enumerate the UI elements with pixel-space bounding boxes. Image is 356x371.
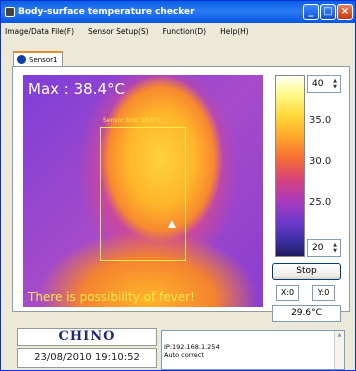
sensor-status-icon: [17, 55, 26, 64]
menu-image-data-file[interactable]: Image/Data File(F): [5, 27, 75, 36]
y-coordinate: Y:0: [312, 285, 335, 301]
close-button[interactable]: ×: [337, 4, 353, 20]
window-title: Body-surface temperature checker: [18, 7, 195, 17]
scale-tick: 30.0: [309, 156, 332, 167]
fever-warning: There is possibility of fever!: [28, 290, 195, 304]
spot-temperature: 29.6°C: [272, 305, 341, 322]
down-arrow-icon[interactable]: ▼: [333, 84, 337, 90]
sensor-tabs: Sensor1: [13, 51, 64, 66]
title-bar[interactable]: Body-surface temperature checker _ □ ×: [1, 1, 355, 23]
scroll-up-icon[interactable]: ▲: [337, 332, 342, 338]
log-line: Auto correct: [164, 351, 204, 359]
window-controls: _ □ ×: [303, 4, 353, 20]
x-coordinate: X:0: [276, 285, 299, 301]
status-log[interactable]: IP:192.168.1.254 Auto correct ▲: [161, 330, 345, 370]
datetime-display: 23/08/2010 19:10:52: [17, 348, 157, 368]
maximize-button[interactable]: □: [320, 4, 336, 20]
menu-help[interactable]: Help(H): [220, 27, 249, 36]
thermal-heatmap: [23, 75, 263, 307]
scale-lower-value: 20: [312, 243, 324, 253]
brand-logo: CHINO: [17, 328, 157, 346]
scale-lower-spinner[interactable]: 20 ▲ ▼: [307, 239, 341, 257]
spinner-arrows[interactable]: ▲ ▼: [330, 240, 340, 256]
up-arrow-icon[interactable]: ▲: [333, 242, 337, 248]
spinner-arrows[interactable]: ▲ ▼: [330, 76, 340, 92]
color-scale-bar: [275, 75, 305, 257]
up-arrow-icon[interactable]: ▲: [333, 78, 337, 84]
tab-sensor1[interactable]: Sensor1: [13, 51, 64, 66]
app-icon: [5, 7, 15, 17]
thermal-image[interactable]: Max : 38.4°C Sensor limit 30.0°C There i…: [23, 75, 263, 307]
scale-tick: 25.0: [309, 197, 332, 208]
menu-function[interactable]: Function(D): [162, 27, 207, 36]
stop-button[interactable]: Stop: [272, 263, 341, 280]
down-arrow-icon[interactable]: ▼: [333, 248, 337, 254]
max-temperature-label: Max : 38.4°C: [28, 80, 125, 98]
sensor-box-label: Sensor limit 30.0°C: [103, 117, 162, 124]
scale-tick: 35.0: [309, 115, 332, 126]
minimize-button[interactable]: _: [303, 4, 319, 20]
measurement-area-box[interactable]: [100, 127, 186, 261]
menu-sensor-setup[interactable]: Sensor Setup(S): [88, 27, 149, 36]
log-scrollbar[interactable]: ▲: [334, 331, 344, 369]
tab-label: Sensor1: [29, 55, 58, 64]
spot-marker-icon[interactable]: [168, 220, 176, 228]
menu-bar: Image/Data File(F) Sensor Setup(S) Funct…: [1, 23, 355, 40]
scale-upper-value: 40: [312, 79, 324, 89]
log-line: IP:192.168.1.254: [164, 343, 220, 351]
scale-upper-spinner[interactable]: 40 ▲ ▼: [307, 75, 341, 93]
